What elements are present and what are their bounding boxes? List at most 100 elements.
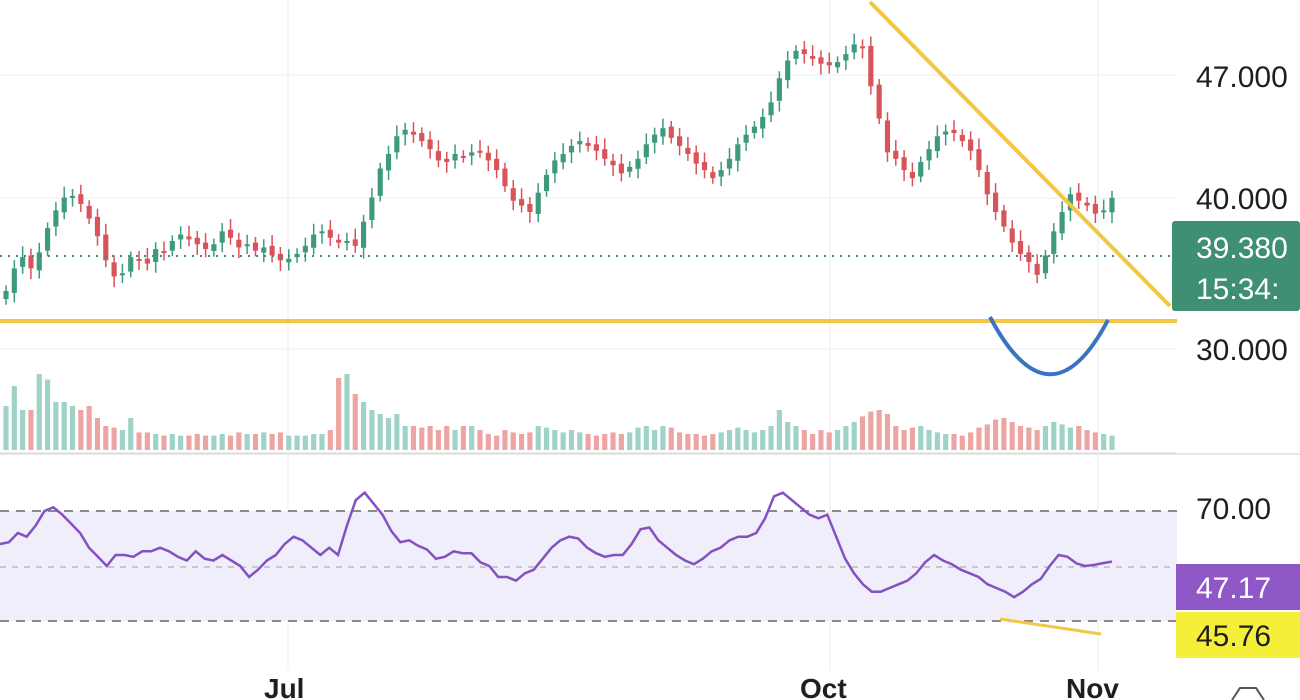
candle-body <box>410 131 417 135</box>
volume-bar <box>652 430 658 450</box>
volume-bar <box>86 406 92 450</box>
candle-body <box>269 245 275 256</box>
candle-body <box>918 162 924 177</box>
volume-bar <box>568 430 575 450</box>
volume-bar <box>1009 422 1015 450</box>
volume-bar <box>976 427 982 450</box>
candle-body <box>577 141 583 145</box>
volume-bar <box>1001 418 1007 450</box>
volume-bar <box>103 426 109 450</box>
settings-corner-icon[interactable] <box>1231 687 1265 700</box>
rsi-tick-70: 70.00 <box>1196 493 1271 526</box>
volume-bar <box>968 432 974 450</box>
volume-bar <box>735 427 741 450</box>
candle-body <box>751 126 757 134</box>
volume-bar <box>211 435 217 450</box>
volume-bar <box>851 422 857 450</box>
volume-bar <box>36 374 42 450</box>
volume-bar <box>311 434 317 450</box>
candle-body <box>502 168 508 187</box>
candle-body <box>1084 202 1090 206</box>
volume-bar <box>344 374 350 450</box>
descending-trendline <box>868 0 1172 308</box>
candle-body <box>103 234 109 261</box>
candle-body <box>61 197 67 213</box>
candle-body <box>128 257 134 272</box>
volume-bar <box>677 432 683 450</box>
volume-bar <box>793 426 799 450</box>
candle-body <box>627 166 633 172</box>
candle-body <box>677 136 683 146</box>
candle-body <box>169 241 175 251</box>
bar-countdown: 15:34: <box>1196 273 1279 306</box>
candle-body <box>726 158 733 169</box>
volume-bar <box>119 430 125 450</box>
volume-bar <box>78 410 84 450</box>
rsi-ma-value: 45.76 <box>1196 620 1271 653</box>
candle-body <box>178 234 184 240</box>
volume-bar <box>1059 424 1065 450</box>
volume-bar <box>577 432 583 450</box>
time-tick-jul: Jul <box>264 673 304 700</box>
candle-body <box>693 152 699 164</box>
volume-bar <box>909 427 915 450</box>
candle-body <box>45 228 51 251</box>
volume-bar <box>136 432 142 450</box>
candle-body <box>859 46 866 49</box>
candle-body <box>843 54 849 61</box>
volume-bar <box>20 410 26 450</box>
volume-bar <box>194 434 200 450</box>
candle-body <box>435 151 441 161</box>
volume-bar <box>810 434 816 450</box>
volume-bar <box>69 406 76 450</box>
rounded-bottom-arc <box>988 316 1110 377</box>
volume-bar <box>527 432 533 450</box>
volume-bar <box>1092 432 1098 450</box>
candle-body <box>876 84 882 119</box>
volume-bar <box>543 427 550 450</box>
candle-body <box>793 50 799 59</box>
candle-body <box>1042 255 1049 274</box>
volume-bar <box>884 414 891 450</box>
candle-body <box>668 126 674 138</box>
volume-bar <box>801 430 807 450</box>
candle-body <box>402 129 408 135</box>
volume-bar <box>901 430 907 450</box>
candle-body <box>419 133 425 142</box>
volume-bar <box>818 430 824 450</box>
volume-bar <box>244 434 250 450</box>
candle-body <box>535 192 541 214</box>
volume-bar <box>153 434 159 450</box>
candle-body <box>710 172 716 179</box>
volume-bar <box>785 422 791 450</box>
volume-bar <box>377 414 383 450</box>
candle-body <box>1009 228 1015 243</box>
rsi-divergence-line <box>999 617 1102 636</box>
volume-bar <box>726 430 733 450</box>
candle-body <box>111 262 117 277</box>
candle-body <box>94 216 101 237</box>
candle-body <box>984 172 990 195</box>
candle-body <box>3 290 9 300</box>
candle-body <box>635 158 641 169</box>
candle-body <box>810 55 816 59</box>
volume-bar <box>227 435 234 450</box>
volume-bar <box>602 434 608 450</box>
candle-body <box>69 195 76 198</box>
candle-body <box>735 144 741 161</box>
volume-bar <box>435 430 441 450</box>
candle-body <box>78 194 84 204</box>
volume-bar <box>327 430 333 450</box>
candle-body <box>602 149 608 159</box>
volume-bar <box>859 416 866 450</box>
candle-body <box>527 203 533 212</box>
volume-bar <box>361 402 367 450</box>
volume-bar <box>502 430 508 450</box>
volume-bar <box>868 411 874 450</box>
volume-bar <box>427 426 433 450</box>
volume-bar <box>760 430 766 450</box>
candle-body <box>11 268 17 293</box>
volume-bar <box>28 410 34 450</box>
candle-body <box>1059 212 1065 234</box>
